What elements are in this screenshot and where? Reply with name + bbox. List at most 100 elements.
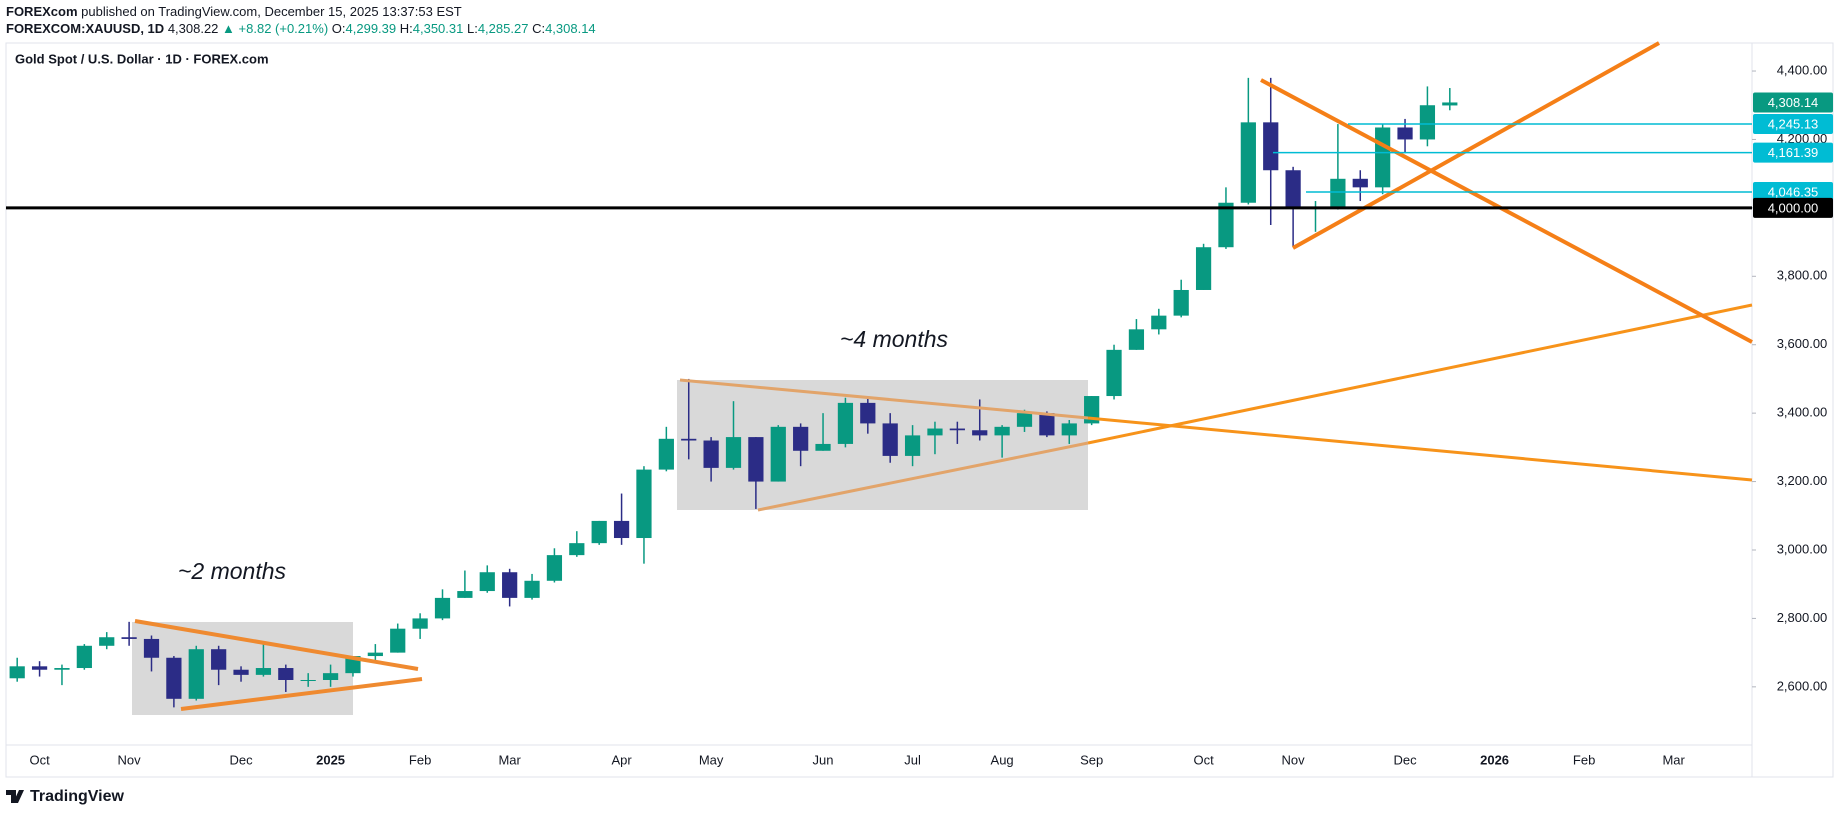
y-tick-label: 3,400.00 [1777, 405, 1828, 420]
candle-body [1285, 170, 1301, 208]
candle-body [457, 591, 473, 598]
x-tick-label: Feb [1573, 752, 1595, 767]
candle-body [188, 649, 204, 699]
candle-body [1218, 202, 1234, 248]
price-badge-label: 4,308.14 [1768, 95, 1819, 110]
price-badge-label: 4,000.00 [1768, 200, 1819, 215]
candle-body [1151, 315, 1167, 330]
x-tick-label: Oct [1193, 752, 1214, 767]
range-box [677, 380, 1088, 510]
candle-body [569, 543, 585, 556]
x-tick-label: Dec [229, 752, 253, 767]
candle-body [949, 428, 965, 431]
candle-body [927, 428, 943, 436]
x-tick-label: Nov [118, 752, 142, 767]
header-line: FOREXcom published on TradingView.com, D… [6, 3, 596, 20]
candle-body [1240, 122, 1256, 203]
candle-body [99, 637, 115, 646]
candle-body [1442, 102, 1458, 106]
trendline [1087, 303, 1753, 445]
x-tick-label: Aug [991, 752, 1014, 767]
candle-body [748, 437, 764, 482]
price-badge-label: 4,046.35 [1768, 184, 1819, 199]
candle-body [1330, 178, 1346, 208]
candle-body [613, 520, 630, 539]
price-badge [1753, 142, 1833, 163]
candle-body [994, 426, 1010, 436]
ohlc-label: H: [399, 21, 413, 36]
candle-body [1195, 247, 1212, 290]
candle-body [412, 618, 428, 629]
candle-body [591, 520, 607, 544]
candle-body [658, 438, 674, 470]
price-badge [1753, 114, 1833, 135]
candle-body [9, 666, 25, 679]
chart-frame [5, 42, 1834, 778]
brand: TradingView [30, 788, 125, 805]
ohlc-label: C: [532, 21, 546, 36]
x-tick-label: 2025 [316, 752, 345, 767]
candle-body [1397, 127, 1413, 140]
candle-body [278, 668, 294, 680]
x-tick-label: May [699, 752, 724, 767]
candle-body [76, 645, 92, 669]
trendline [1260, 78, 1753, 344]
candle-body [770, 426, 786, 482]
ohlc-value: 4,299.39 [345, 21, 397, 36]
price-badge-label: 4,245.13 [1768, 116, 1819, 131]
candle-body [479, 572, 495, 592]
candle-body [1352, 178, 1368, 188]
candle-body [255, 668, 272, 675]
candle-body [1375, 127, 1391, 188]
candle-body [54, 668, 70, 670]
ohlc-label: O: [331, 21, 346, 36]
symbol: FOREXCOM:XAUUSD, 1D [6, 21, 165, 36]
ohlc-value: 4,350.31 [412, 21, 464, 36]
trendline [757, 441, 1089, 512]
annotation: ~4 months [840, 326, 949, 352]
chart-title: Gold Spot / U.S. Dollar · 1D · FOREX.com [15, 51, 269, 66]
x-tick-label: Sep [1080, 752, 1103, 767]
header-line: FOREXCOM:XAUUSD, 1D 4,308.22 ▲ +8.82 (+0… [6, 20, 596, 37]
header: FOREXcom published on TradingView.com, D… [6, 3, 596, 37]
ohlc-label: L: [466, 21, 478, 36]
candle-body [882, 423, 898, 456]
ohlc-value: 4,285.27 [477, 21, 529, 36]
x-tick-label: Nov [1282, 752, 1306, 767]
candle-body [793, 426, 809, 451]
trendlines [6, 41, 1753, 711]
candle-body [972, 430, 988, 436]
candle-body [681, 438, 697, 441]
y-tick-label: 4,200.00 [1777, 131, 1828, 146]
candle-body [121, 637, 137, 639]
price-badge [1753, 197, 1833, 218]
trendline [134, 619, 419, 671]
candle-body [390, 628, 406, 653]
candle-body [725, 437, 742, 468]
y-tick-label: 4,400.00 [1777, 62, 1828, 77]
y-tick-label: 3,000.00 [1777, 541, 1828, 556]
candle-body [837, 402, 854, 444]
trendline [1087, 416, 1753, 482]
candle-body [636, 469, 652, 539]
candle-body [815, 443, 831, 451]
candle-body [143, 638, 160, 658]
y-tick-label: 3,600.00 [1777, 336, 1828, 351]
candle-body [1263, 122, 1279, 171]
x-tick-label: Dec [1393, 752, 1417, 767]
y-tick-label: 2,800.00 [1777, 610, 1828, 625]
candle-body [1039, 413, 1055, 436]
x-tick-label: Jul [904, 752, 921, 767]
candle-body [703, 440, 719, 468]
candle-body [211, 649, 227, 670]
price-badge [1753, 92, 1833, 113]
candle-body [434, 597, 451, 619]
trendline [1292, 41, 1660, 250]
candle-body [904, 435, 921, 456]
candle-body [1419, 105, 1436, 140]
ohlc-value: 4,308.14 [545, 21, 596, 36]
x-tick-label: Mar [498, 752, 521, 767]
y-tick-label: 3,800.00 [1777, 268, 1828, 283]
x-tick-label: Apr [611, 752, 632, 767]
